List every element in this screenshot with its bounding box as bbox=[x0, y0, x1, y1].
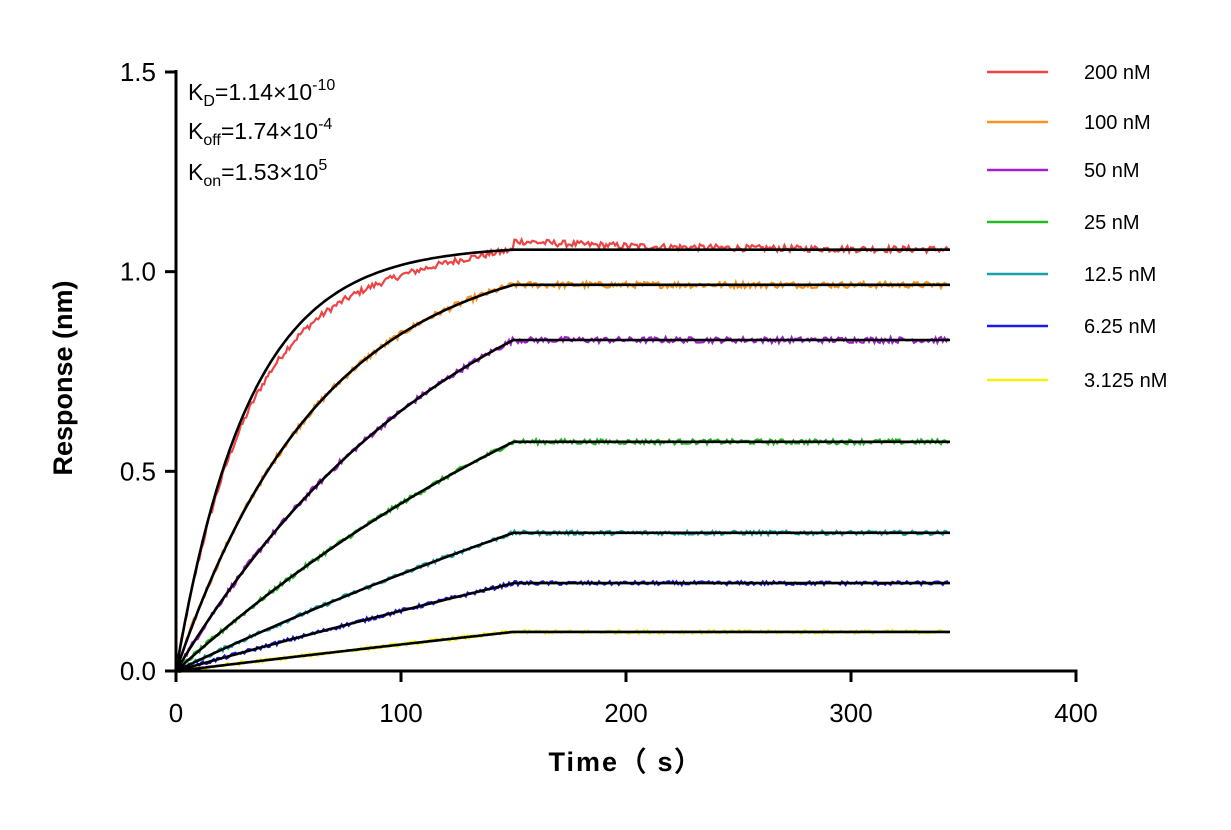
x-tick-label: 200 bbox=[604, 698, 647, 728]
kd-annotation: KD=1.14×10-10 bbox=[188, 77, 335, 110]
legend: 200 nM 100 nM 50 nM 25 nM 12.5 nM 6.25 nM 3.12… bbox=[987, 62, 1167, 392]
y-ticks: 0.0 0.5 1.0 1.5 bbox=[120, 57, 176, 686]
fit-curve-50-nM bbox=[174, 338, 950, 672]
x-axis-label: Time（ s） bbox=[548, 747, 703, 777]
legend-label: 200 nM bbox=[1084, 62, 1151, 84]
fit-curve-200-nM bbox=[174, 248, 950, 672]
plot-curves bbox=[174, 236, 950, 674]
legend-label: 3.125 nM bbox=[1084, 370, 1167, 392]
legend-label: 12.5 nM bbox=[1084, 264, 1156, 286]
x-tick-label: 0 bbox=[169, 698, 183, 728]
x-tick-label: 400 bbox=[1054, 698, 1097, 728]
legend-label: 25 nM bbox=[1084, 212, 1140, 234]
data-trace-3-125-nM bbox=[175, 628, 949, 674]
kon-annotation: Kon=1.53×105 bbox=[188, 157, 327, 190]
data-trace-12-5-nM bbox=[175, 528, 949, 674]
y-tick-label: 1.0 bbox=[120, 257, 156, 287]
x-tick-label: 300 bbox=[829, 698, 872, 728]
legend-label: 50 nM bbox=[1084, 160, 1140, 182]
legend-label: 6.25 nM bbox=[1084, 316, 1156, 338]
fit-curve-3-125-nM bbox=[175, 630, 950, 673]
kinetics-annotation: KD=1.14×10-10 Koff=1.74×10-4 Kon=1.53×10… bbox=[188, 77, 335, 190]
x-ticks: 0 100 200 300 400 bbox=[169, 671, 1098, 728]
koff-annotation: Koff=1.74×10-4 bbox=[188, 116, 332, 149]
y-tick-label: 0.5 bbox=[120, 456, 156, 486]
y-tick-label: 1.5 bbox=[120, 57, 156, 87]
data-trace-200-nM bbox=[174, 236, 950, 671]
fit-curve-12-5-nM bbox=[175, 531, 950, 673]
y-axis-label: Response (nm) bbox=[48, 280, 78, 475]
fit-curve-25-nM bbox=[175, 440, 950, 672]
y-tick-label: 0.0 bbox=[120, 656, 156, 686]
legend-label: 100 nM bbox=[1084, 112, 1151, 134]
fit-curve-6-25-nM bbox=[175, 581, 950, 673]
x-tick-label: 100 bbox=[379, 698, 422, 728]
fit-curve-100-nM bbox=[174, 283, 950, 672]
